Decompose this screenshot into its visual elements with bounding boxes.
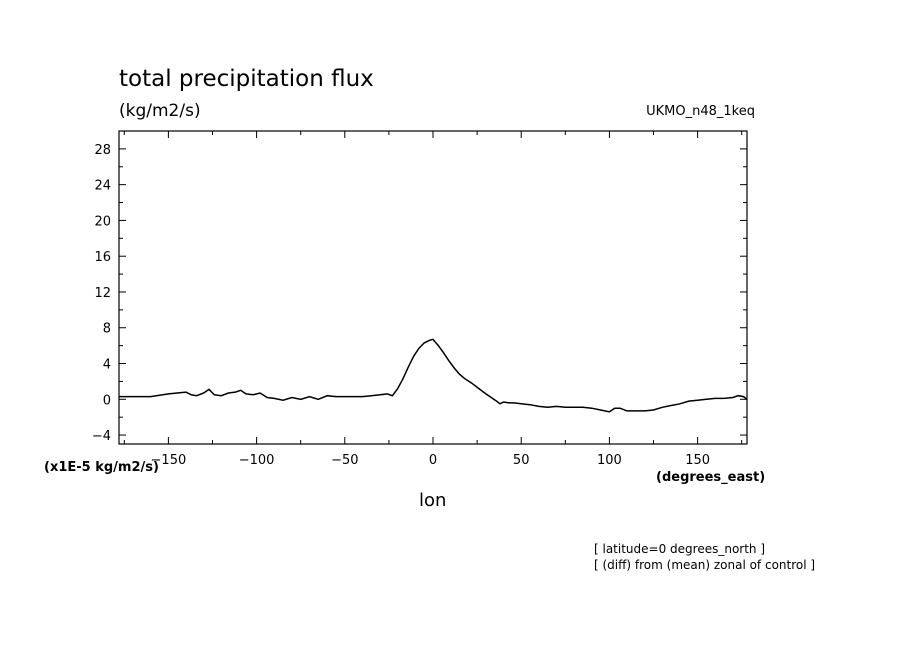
- series-line: [119, 338, 748, 413]
- chart-title: total precipitation flux: [119, 66, 374, 92]
- x-units-label: (degrees_east): [656, 470, 766, 485]
- chart-units: (kg/m2/s): [119, 101, 201, 121]
- y-tick-label: 24: [94, 179, 111, 194]
- x-axis-label: lon: [419, 490, 447, 511]
- y-tick-label: 0: [103, 393, 111, 408]
- y-tick-label: 12: [94, 286, 111, 301]
- y-tick-label: 16: [94, 250, 111, 265]
- x-tick-label: 150: [685, 453, 710, 468]
- x-tick-label: 50: [513, 453, 530, 468]
- y-tick-label: 20: [94, 214, 111, 229]
- x-tick-label: −100: [239, 453, 275, 468]
- y-tick-label: −4: [92, 429, 111, 444]
- y-tick-label: 4: [103, 358, 111, 373]
- y-scale-note: (x1E-5 kg/m2/s): [44, 460, 159, 475]
- y-tick-label: 28: [94, 143, 111, 158]
- annotation-latitude: [ latitude=0 degrees_north ]: [594, 542, 766, 556]
- plot-frame: [118, 130, 748, 445]
- y-tick-label: 8: [103, 322, 111, 337]
- model-label: UKMO_n48_1keq: [646, 104, 755, 119]
- annotation-diff: [ (diff) from (mean) zonal of control ]: [594, 558, 816, 572]
- x-tick-label: −150: [151, 453, 187, 468]
- x-tick-label: 0: [429, 453, 437, 468]
- x-tick-label: 100: [597, 453, 622, 468]
- x-tick-label: −50: [331, 453, 358, 468]
